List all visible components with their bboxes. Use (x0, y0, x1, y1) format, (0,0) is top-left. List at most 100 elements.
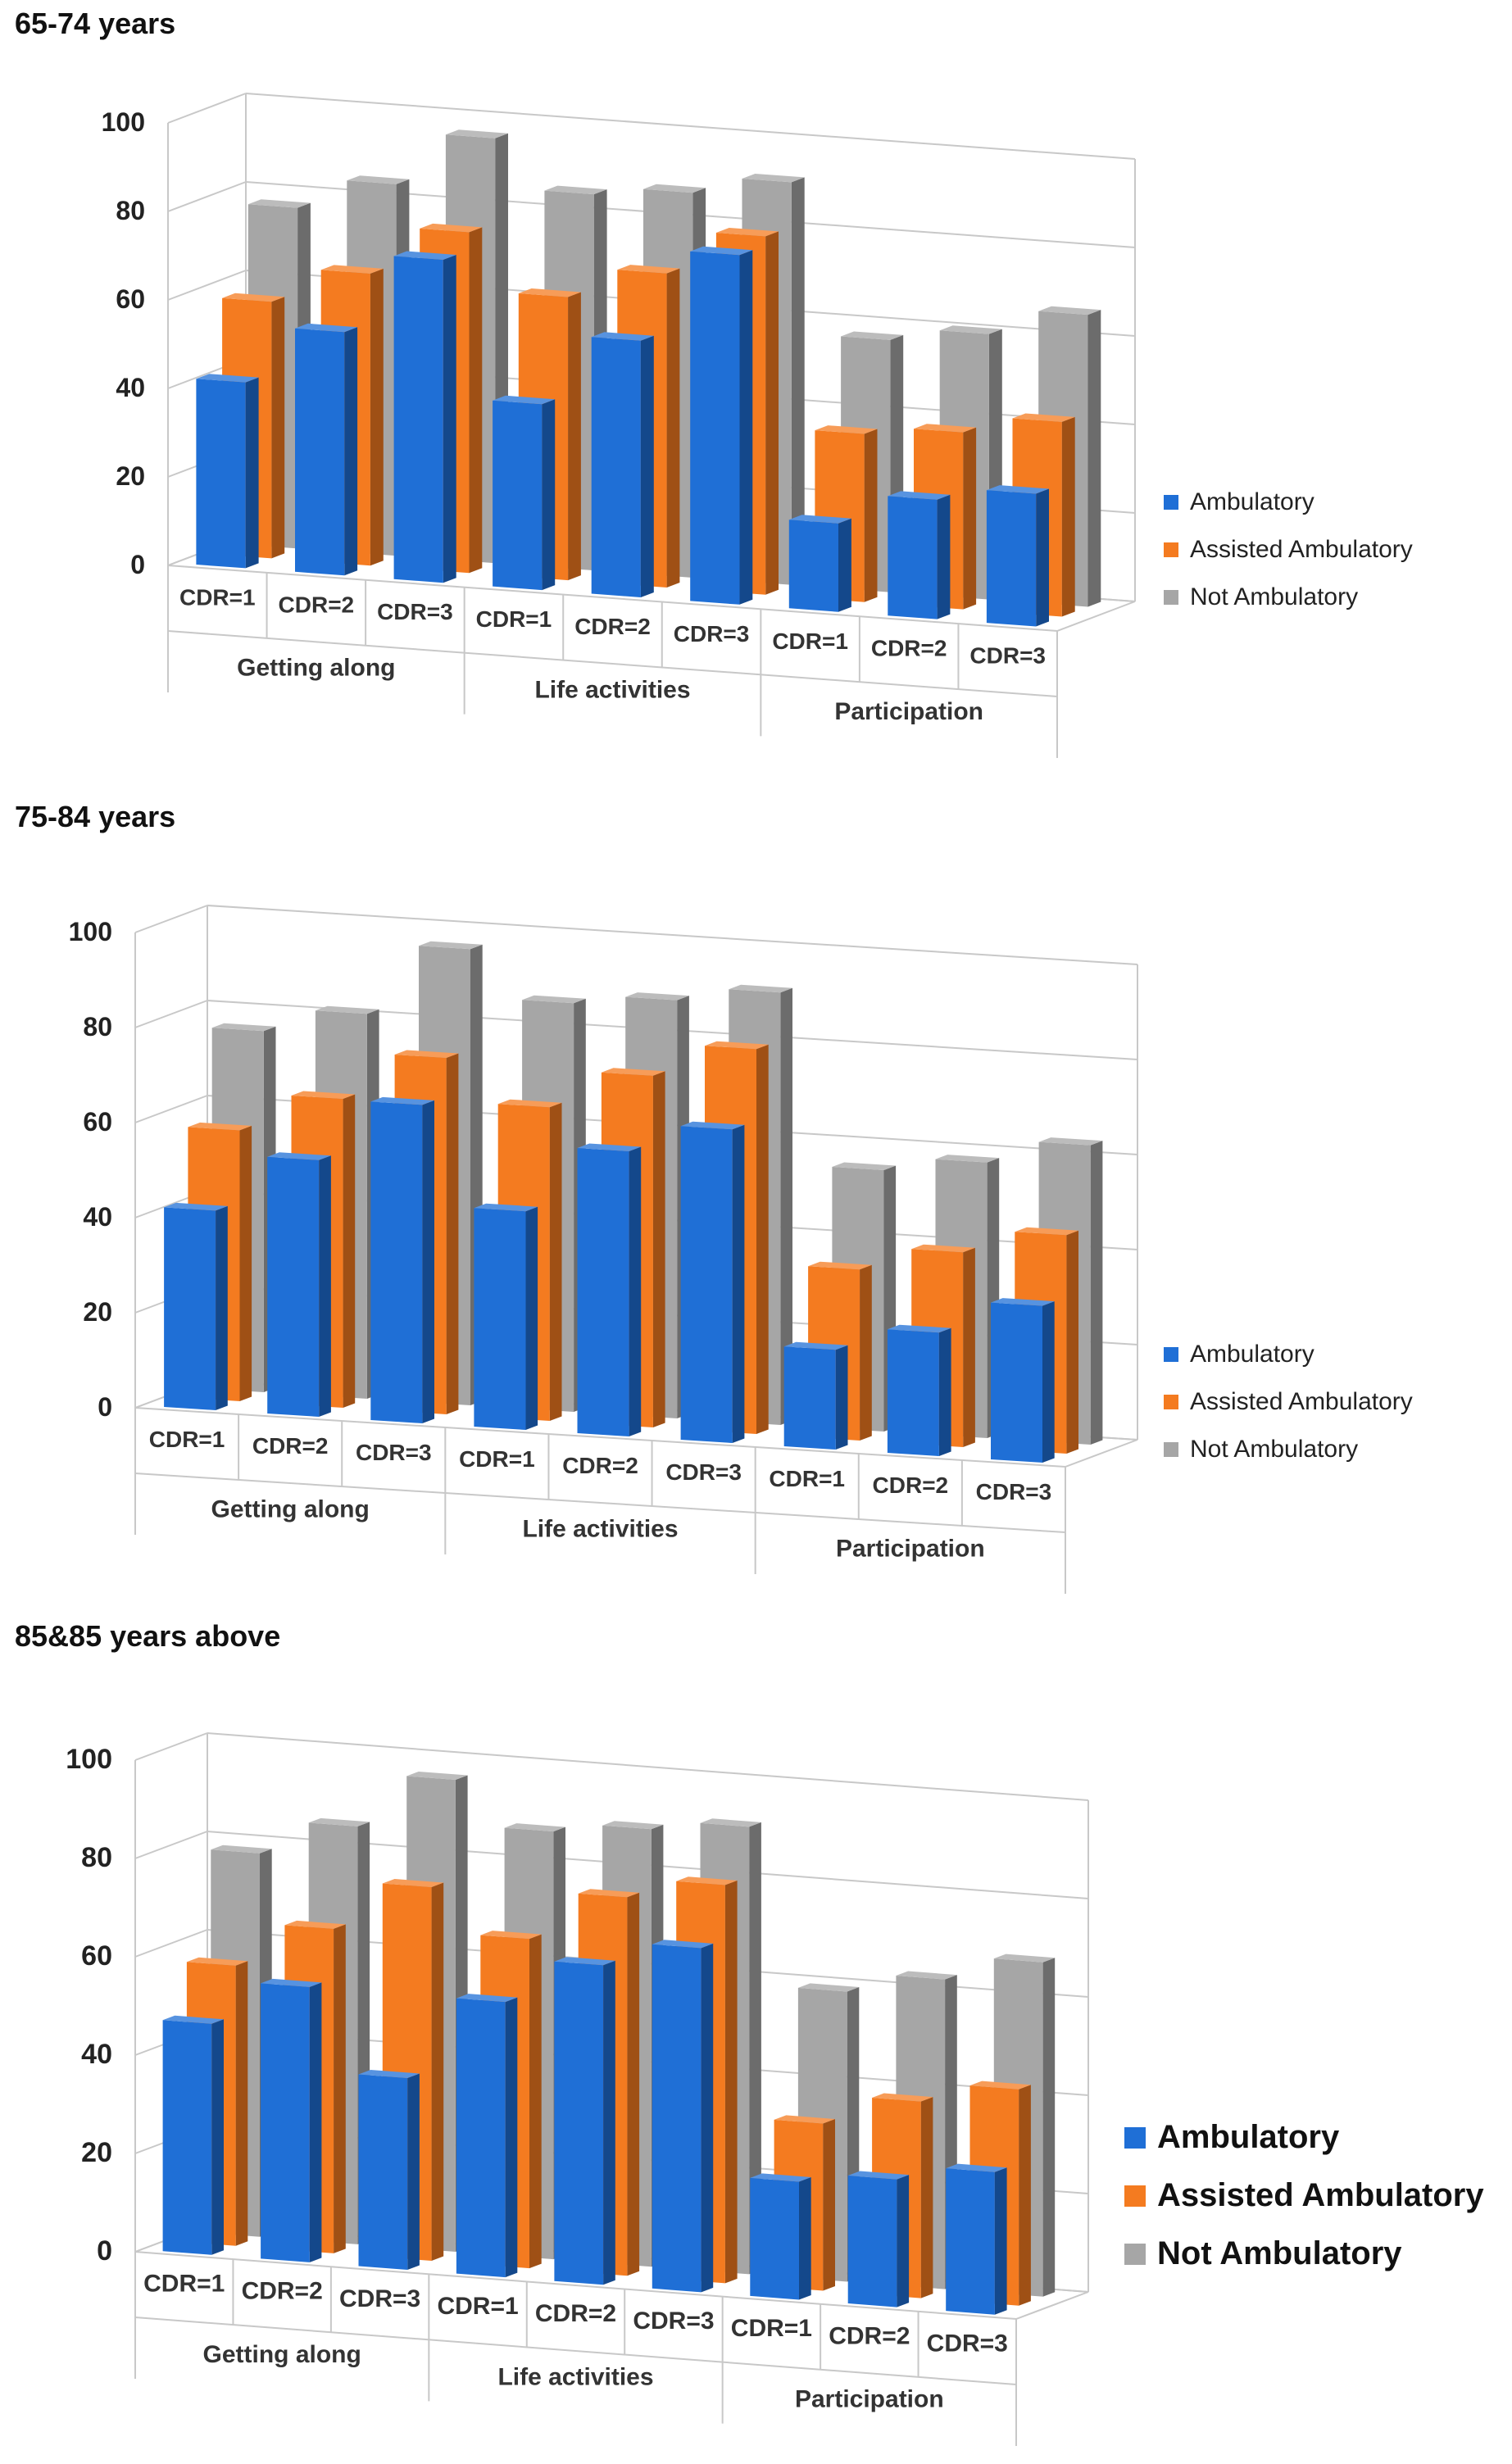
bar-side (271, 297, 285, 559)
bar-side (739, 250, 753, 605)
x-group-label: Participation (795, 2386, 944, 2413)
bar-front (267, 1156, 320, 1417)
bar-top (358, 2070, 420, 2078)
legend: Ambulatory Assisted Ambulatory Not Ambul… (1164, 488, 1413, 631)
bar-side (732, 1124, 745, 1443)
x-tick-label: CDR=3 (976, 1479, 1052, 1504)
bar-side (1087, 310, 1101, 607)
bar-top (841, 331, 904, 340)
bar-side (963, 1247, 975, 1447)
bar (986, 485, 1049, 627)
bar-top (393, 251, 456, 260)
bar-top (261, 1978, 322, 1987)
legend-swatch-not-ambulatory (1164, 1442, 1178, 1457)
gridline-side (167, 181, 247, 212)
bar-front (295, 328, 345, 576)
bar-top (308, 1817, 370, 1826)
bar-front (847, 2176, 897, 2307)
x-group-label: Getting along (237, 655, 395, 682)
bar (847, 2171, 910, 2307)
x-tick-label: CDR=1 (437, 2293, 518, 2320)
bar-side (334, 1924, 346, 2253)
axis-row-line (134, 2317, 1017, 2385)
bars (164, 941, 1103, 1463)
gridline-side (134, 1929, 208, 1958)
bars (196, 129, 1101, 627)
bar-top (700, 1818, 761, 1827)
bar-side (568, 292, 581, 581)
bar (591, 332, 654, 597)
bar-top (601, 1068, 665, 1076)
bar-top (625, 992, 689, 1001)
legend-item-not-ambulatory: Not Ambulatory (1124, 2235, 1484, 2272)
bar-top (815, 425, 878, 434)
x-tick-label: CDR=2 (242, 2278, 323, 2305)
bar-top (196, 374, 259, 383)
bar-top (504, 1823, 565, 1832)
bar-top (382, 1879, 444, 1887)
bar-top (1012, 413, 1075, 422)
gridline-side (134, 1095, 208, 1123)
bar-side (309, 1982, 322, 2262)
bar-top (554, 1957, 615, 1966)
bar-top (284, 1920, 346, 1929)
bar-side (1019, 2085, 1031, 2306)
bar-side (791, 177, 805, 585)
bar-side (239, 1125, 252, 1401)
bar-top (993, 1954, 1056, 1963)
y-tick-label: 20 (81, 2137, 112, 2168)
bar-front (370, 1101, 423, 1423)
x-tick-label: CDR=3 (356, 1440, 432, 1465)
bar-front (888, 496, 938, 619)
bar-side (1061, 416, 1075, 617)
y-tick-label: 40 (116, 373, 145, 402)
bar-top (896, 1971, 957, 1980)
bar-front (261, 1983, 310, 2262)
bar-front (554, 1961, 604, 2285)
chart-panel-85-above: 0 20 40 60 80 100 CDR=1 CDR=2 CDR=3 CDR=1 CDR=2 CDR… (0, 1613, 1512, 2464)
bar (295, 323, 358, 576)
x-tick-label: CDR=3 (969, 643, 1046, 669)
bar (267, 1152, 331, 1417)
x-axis: CDR=1 CDR=2 CDR=3 CDR=1 CDR=2 CDR=3 CDR=1 CDR=2… (134, 1408, 1066, 1594)
bar-top (991, 1298, 1055, 1306)
bars (162, 1772, 1056, 2315)
legend-swatch-ambulatory (1164, 1347, 1178, 1362)
bar-front (887, 1329, 939, 1456)
y-tick-label: 100 (66, 1744, 112, 1775)
bar-top (676, 1876, 738, 1885)
bar-top (493, 395, 556, 405)
bar-top (652, 1940, 714, 1949)
bar-top (690, 246, 753, 256)
legend-label: Ambulatory (1157, 2119, 1340, 2155)
x-tick-label: CDR=2 (252, 1433, 329, 1459)
bar-side (549, 1102, 562, 1421)
bar (261, 1978, 322, 2262)
bar-top (347, 175, 410, 184)
bar-top (164, 1202, 228, 1211)
bar-front (196, 379, 246, 569)
legend-swatch-assisted (1164, 542, 1178, 557)
legend-swatch-not-ambulatory (1164, 590, 1178, 605)
bar-side (216, 1205, 228, 1410)
x-group-label: Participation (834, 698, 983, 725)
y-tick-label: 40 (83, 1202, 112, 1232)
chart-panel-65-74: 0 20 40 60 80 100 CDR=1 CDR=2 CDR=3 CDR=1 CDR=2 CDR… (0, 0, 1512, 811)
bar-top (591, 332, 654, 341)
legend-label: Not Ambulatory (1157, 2235, 1402, 2271)
bar (991, 1298, 1055, 1463)
bar-side (937, 494, 951, 619)
y-tick-label: 60 (83, 1107, 112, 1137)
y-tick-label: 0 (130, 550, 145, 579)
bar-top (888, 491, 951, 500)
bar-top (935, 1155, 1000, 1163)
x-tick-label: CDR=3 (674, 621, 750, 647)
legend-item-assisted: Assisted Ambulatory (1124, 2177, 1484, 2214)
legend-label: Ambulatory (1190, 1341, 1314, 1368)
bar (370, 1096, 434, 1423)
legend-item-ambulatory: Ambulatory (1164, 488, 1413, 516)
bar-top (986, 485, 1049, 494)
bar-top (643, 184, 706, 193)
bar-side (823, 2119, 835, 2291)
bar-side (443, 255, 456, 583)
